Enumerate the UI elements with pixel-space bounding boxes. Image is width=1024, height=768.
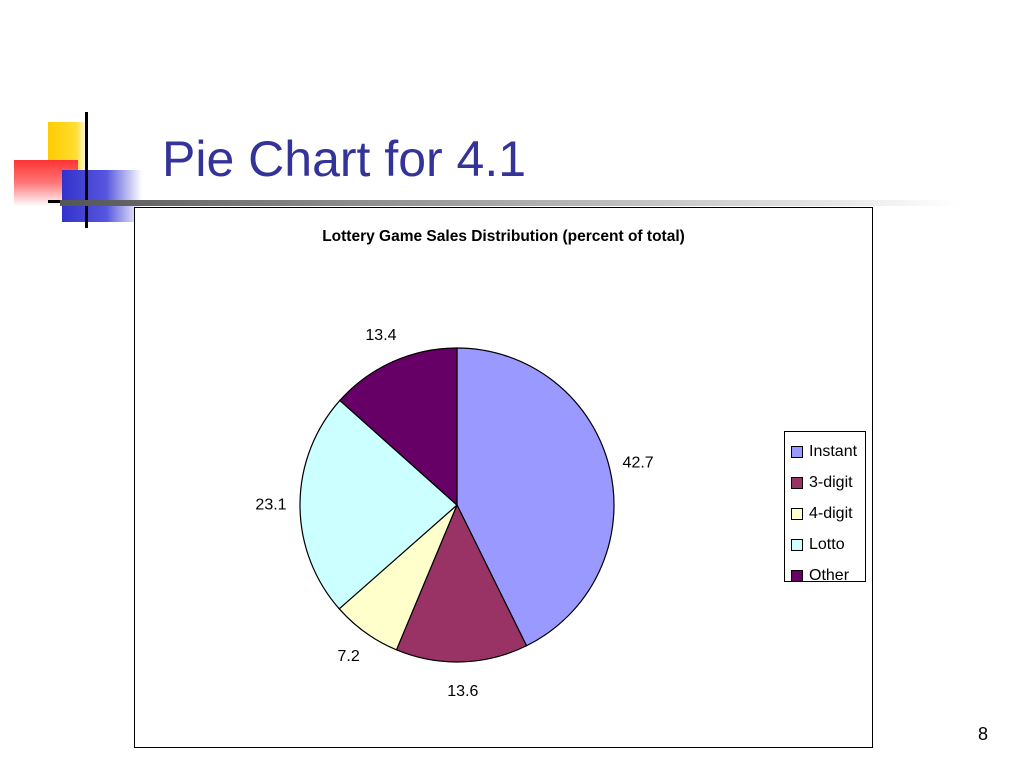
data-label-other: 13.4 <box>365 327 396 344</box>
legend-swatch <box>791 569 803 582</box>
legend-item-3-digit: 3-digit <box>785 467 865 498</box>
legend-label: Lotto <box>809 535 845 553</box>
legend-swatch <box>791 476 803 489</box>
chart-frame: Lottery Game Sales Distribution (percent… <box>134 207 873 748</box>
pie-slice-instant <box>456 347 615 647</box>
pie-slice-3-digit <box>395 503 528 663</box>
legend-label: Other <box>809 566 850 584</box>
legend-swatch <box>791 445 803 458</box>
pie-chart: 42.7 13.6 7.2 23.1 13.4 <box>255 327 654 700</box>
deco-vertical-line <box>85 112 88 228</box>
legend-item-4-digit: 4-digit <box>785 498 865 529</box>
data-label-3-digit: 13.6 <box>447 683 478 700</box>
legend-label: Instant <box>809 442 858 460</box>
data-label-lotto: 23.1 <box>255 496 286 513</box>
legend-label: 3-digit <box>809 473 853 491</box>
legend-item-lotto: Lotto <box>785 529 865 560</box>
pie-slice-other <box>339 347 458 507</box>
deco-blue-block <box>62 170 142 222</box>
page-number: 8 <box>978 724 989 744</box>
legend-label: 4-digit <box>809 504 853 522</box>
chart-legend: Instant 3-digit 4-digit Lotto Other <box>784 431 866 584</box>
legend-item-instant: Instant <box>785 436 865 467</box>
title-underline <box>60 200 960 206</box>
legend-swatch <box>791 538 803 551</box>
pie-slice-lotto <box>299 399 458 610</box>
legend-swatch <box>791 507 803 520</box>
slide-title: Pie Chart for 4.1 <box>162 131 527 187</box>
legend-item-other: Other <box>785 560 865 591</box>
data-label-4-digit: 7.2 <box>337 648 359 665</box>
chart-title: Lottery Game Sales Distribution (percent… <box>322 228 685 245</box>
data-label-instant: 42.7 <box>623 455 654 472</box>
